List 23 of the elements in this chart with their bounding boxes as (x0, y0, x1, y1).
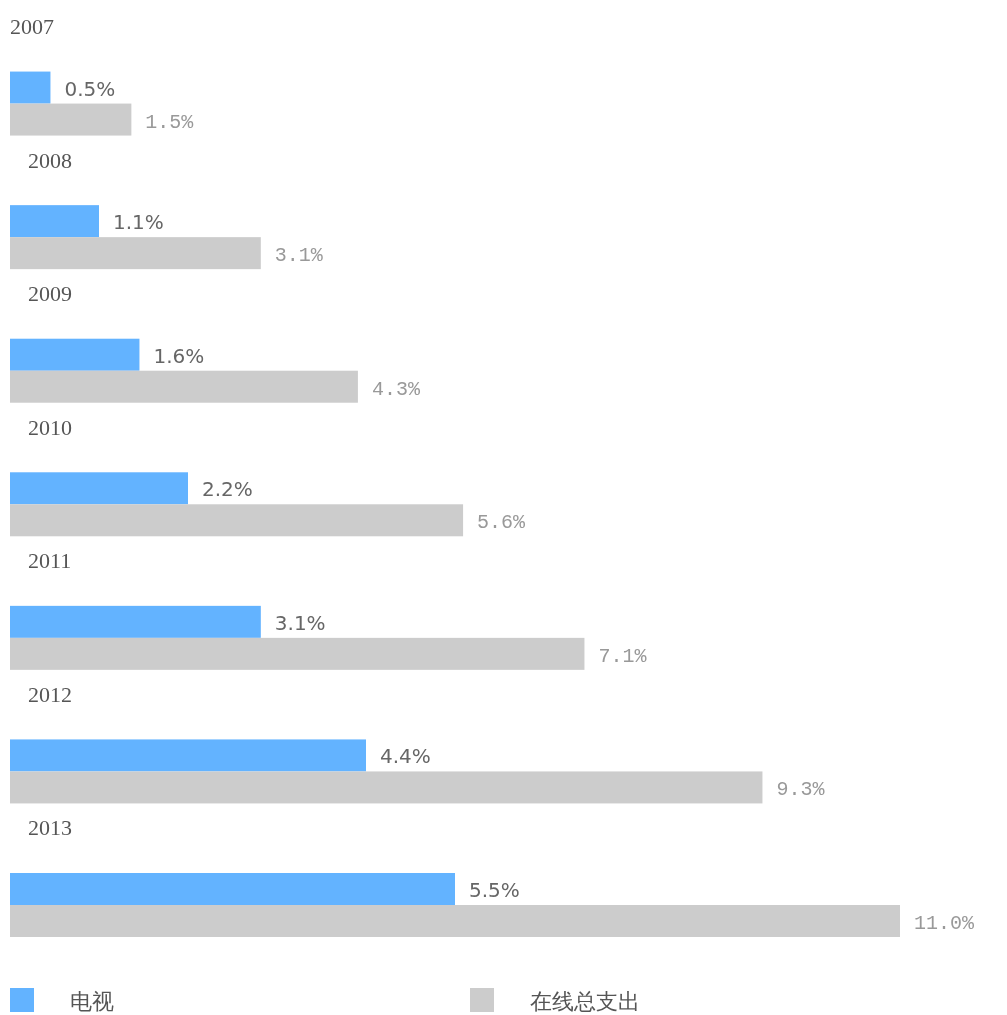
data-label: 1.6% (153, 343, 205, 368)
legend-label: 电视 (70, 989, 114, 1014)
y-tick-label: 2010 (28, 414, 72, 440)
data-label: 3.1% (274, 610, 326, 635)
data-label: 7.1% (598, 644, 648, 668)
data-label: 4.3% (371, 377, 421, 401)
data-label: 1.1% (113, 210, 164, 235)
data-label: 2.2% (202, 477, 253, 502)
data-label: 5.5% (469, 878, 520, 902)
y-tick-label: 2008 (28, 147, 72, 173)
legend-label: 在线总支出 (530, 989, 640, 1014)
data-label: 1.5% (145, 110, 195, 134)
y-tick-label: 2013 (28, 815, 72, 841)
y-tick-label: 2012 (28, 681, 72, 707)
data-label: 5.6% (477, 511, 527, 535)
data-label: 11.0% (914, 912, 976, 935)
data-label: 3.1% (274, 244, 324, 268)
y-tick-label: 2011 (28, 548, 72, 574)
data-label: 9.3% (776, 778, 826, 802)
data-label: 0.5% (64, 76, 116, 101)
y-tick-label: 2009 (28, 281, 72, 307)
data-label: 4.4% (380, 744, 431, 769)
y-tick-label: 2007 (10, 14, 54, 39)
